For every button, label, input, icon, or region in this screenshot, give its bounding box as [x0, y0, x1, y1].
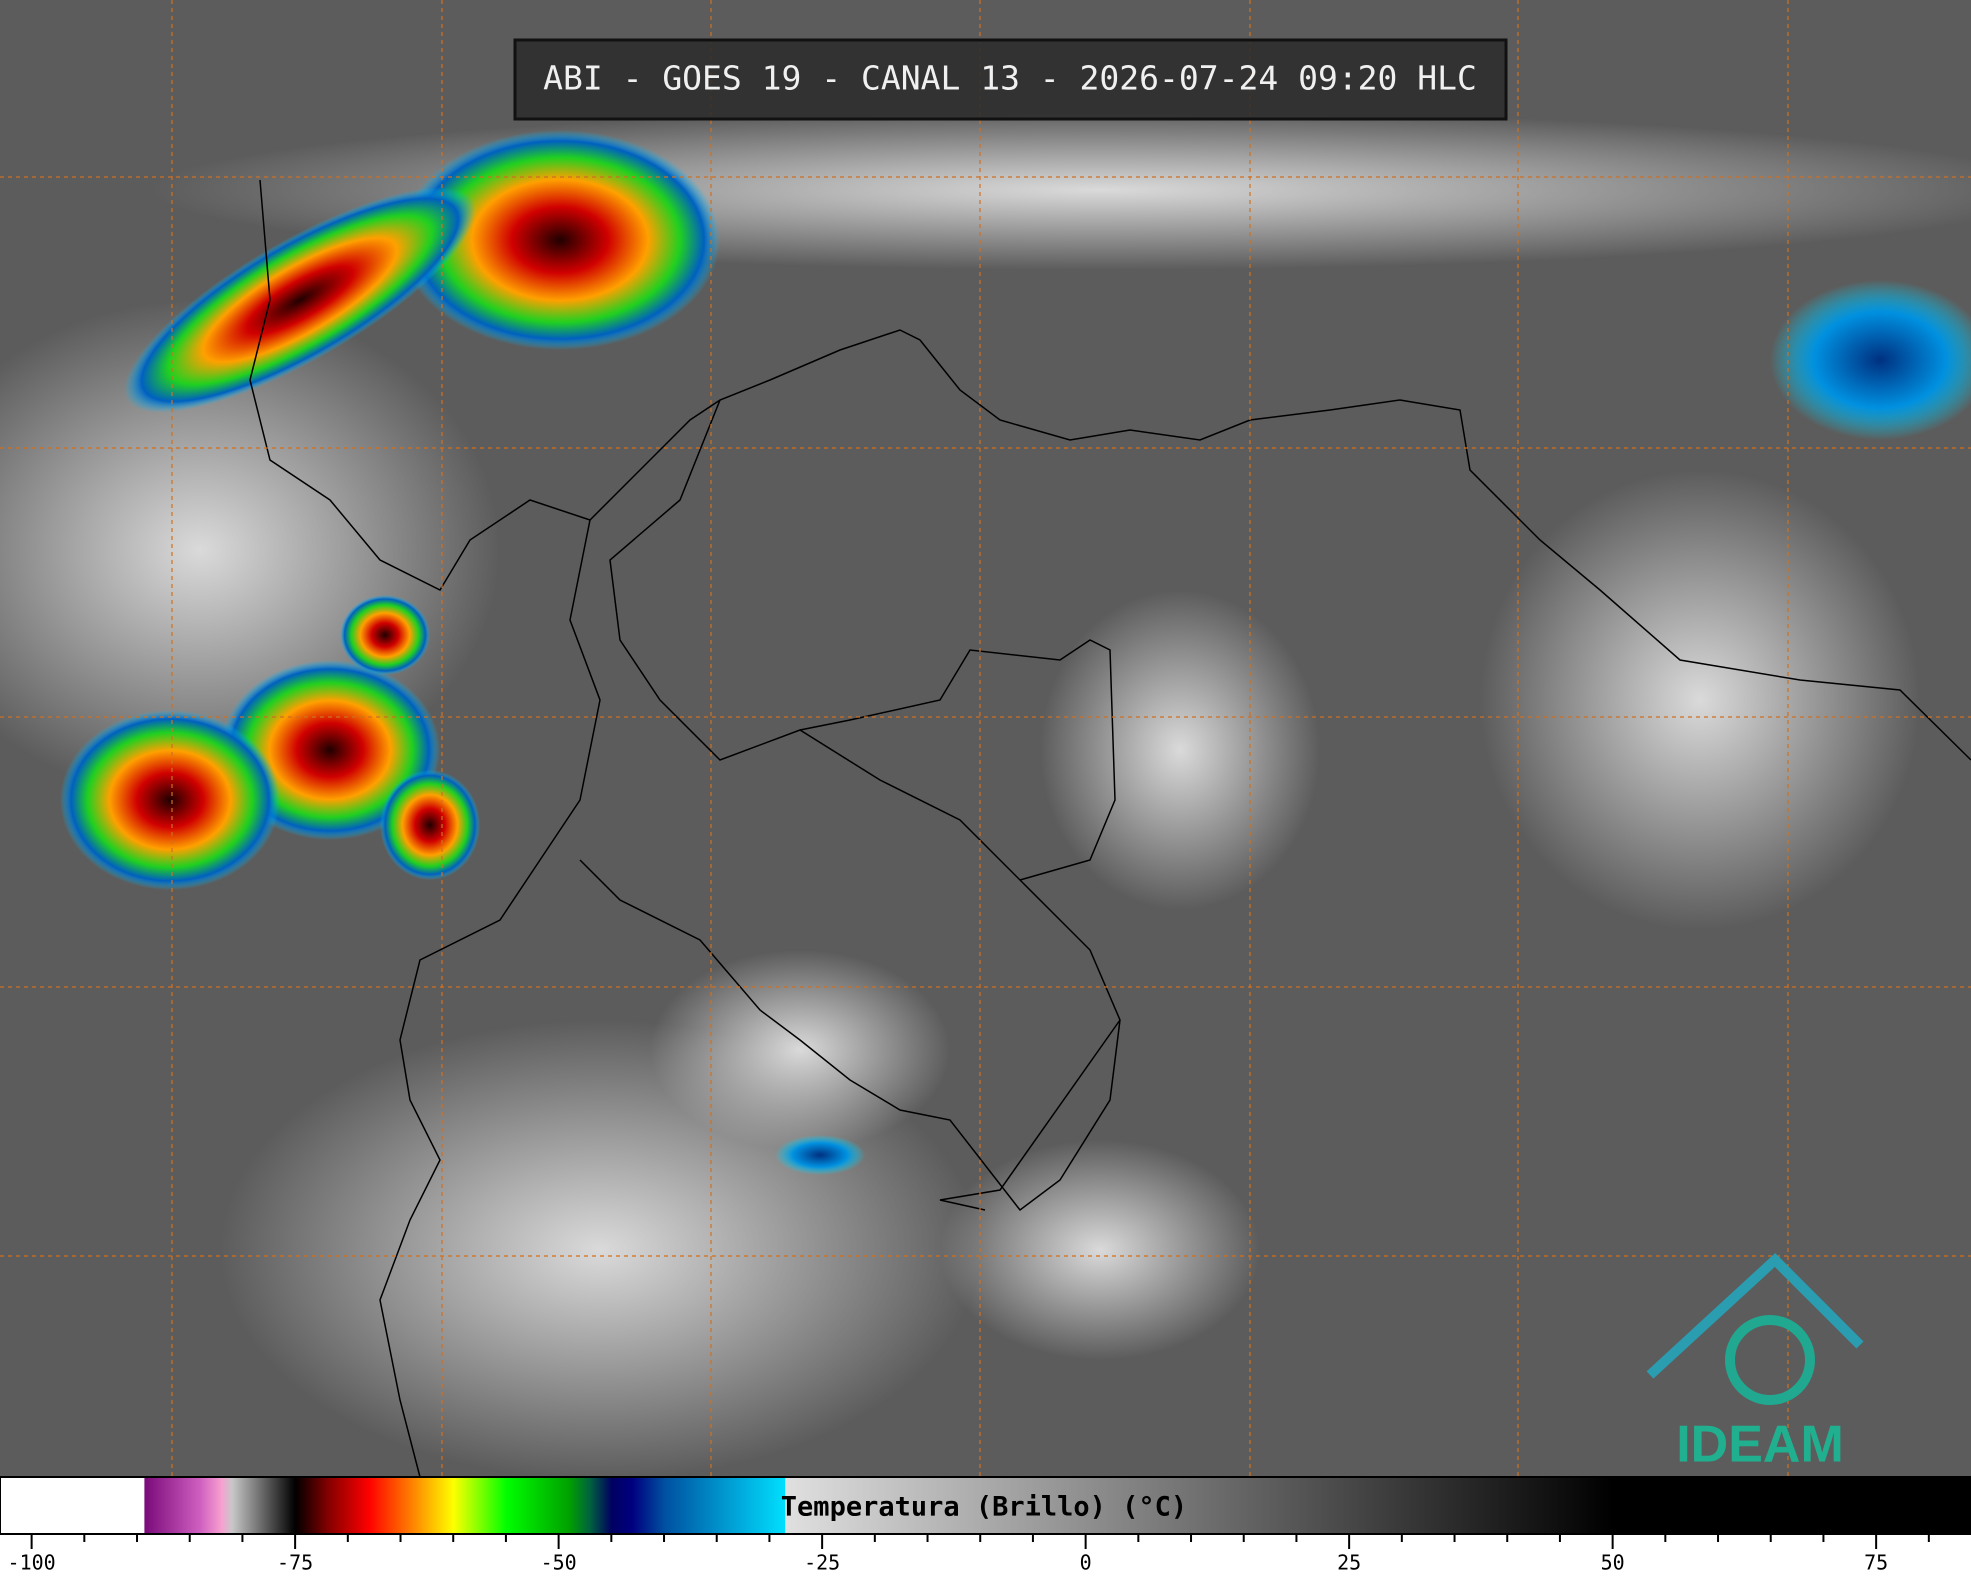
- colorbar-segment: [664, 1477, 786, 1534]
- colorbar-segment: [453, 1477, 507, 1534]
- cloud: [940, 1140, 1260, 1360]
- coastline: [379, 519, 601, 1478]
- colorbar-label: Temperatura (Brillo) (°C): [781, 1492, 1187, 1523]
- tick-label: 0: [1080, 1551, 1092, 1575]
- tick-label: -25: [804, 1551, 840, 1575]
- border: [939, 1019, 1121, 1211]
- tick-label: 75: [1864, 1551, 1888, 1575]
- colorbar-segment: [569, 1477, 591, 1534]
- colorbar-segment: [611, 1477, 633, 1534]
- tick-label: -100: [8, 1551, 56, 1575]
- colorbar-segment: [785, 1477, 1614, 1534]
- coastline: [249, 179, 1971, 761]
- cloud: [650, 950, 950, 1150]
- colorbar-segment: [144, 1477, 201, 1534]
- cold-cloud: [775, 1135, 865, 1175]
- colorbar-frame: [0, 1476, 1971, 1535]
- colorbar-segment: [221, 1477, 233, 1534]
- satellite-image: [0, 0, 1971, 1480]
- colorbar-segment: [200, 1477, 222, 1534]
- graticule: [0, 0, 1971, 1477]
- title: ABI - GOES 19 - CANAL 13 - 2026-07-24 09…: [543, 59, 1477, 98]
- logo-text: IDEAM: [1676, 1416, 1844, 1474]
- colorbar-segment: [231, 1477, 291, 1534]
- colorbar-segment: [590, 1477, 612, 1534]
- colorbar-segment: [289, 1477, 296, 1534]
- storm: [340, 595, 430, 675]
- storm: [380, 770, 480, 880]
- tick-label: -75: [277, 1551, 313, 1575]
- colorbar-segment: [368, 1477, 423, 1534]
- logo: IDEAM: [1646, 1253, 1864, 1474]
- cold-cloud: [1770, 280, 1971, 440]
- colombia-border: [579, 399, 1121, 1212]
- colorbar-segment: [505, 1477, 570, 1534]
- cloud: [1480, 470, 1920, 930]
- storm: [400, 130, 720, 350]
- colorbar-segment: [295, 1477, 328, 1534]
- border: [799, 639, 1116, 881]
- colorbar: -100 -75 -50 -25 0 25 50 75: [0, 1476, 1971, 1575]
- borders: [249, 179, 1971, 1478]
- logo-swirl: [1725, 1315, 1815, 1405]
- title-box: [513, 38, 1508, 121]
- colorbar-segment: [421, 1477, 454, 1534]
- colorbar-segment: [1612, 1477, 1971, 1534]
- logo-mountain: [1646, 1253, 1864, 1379]
- tick-label: 25: [1337, 1551, 1361, 1575]
- colorbar-segment: [326, 1477, 370, 1534]
- storm: [124, 187, 476, 413]
- colorbar-segment: [632, 1477, 665, 1534]
- storm: [60, 710, 280, 890]
- tick-label: -50: [541, 1551, 577, 1575]
- tick-label: 50: [1601, 1551, 1625, 1575]
- colorbar-segment: [0, 1477, 145, 1534]
